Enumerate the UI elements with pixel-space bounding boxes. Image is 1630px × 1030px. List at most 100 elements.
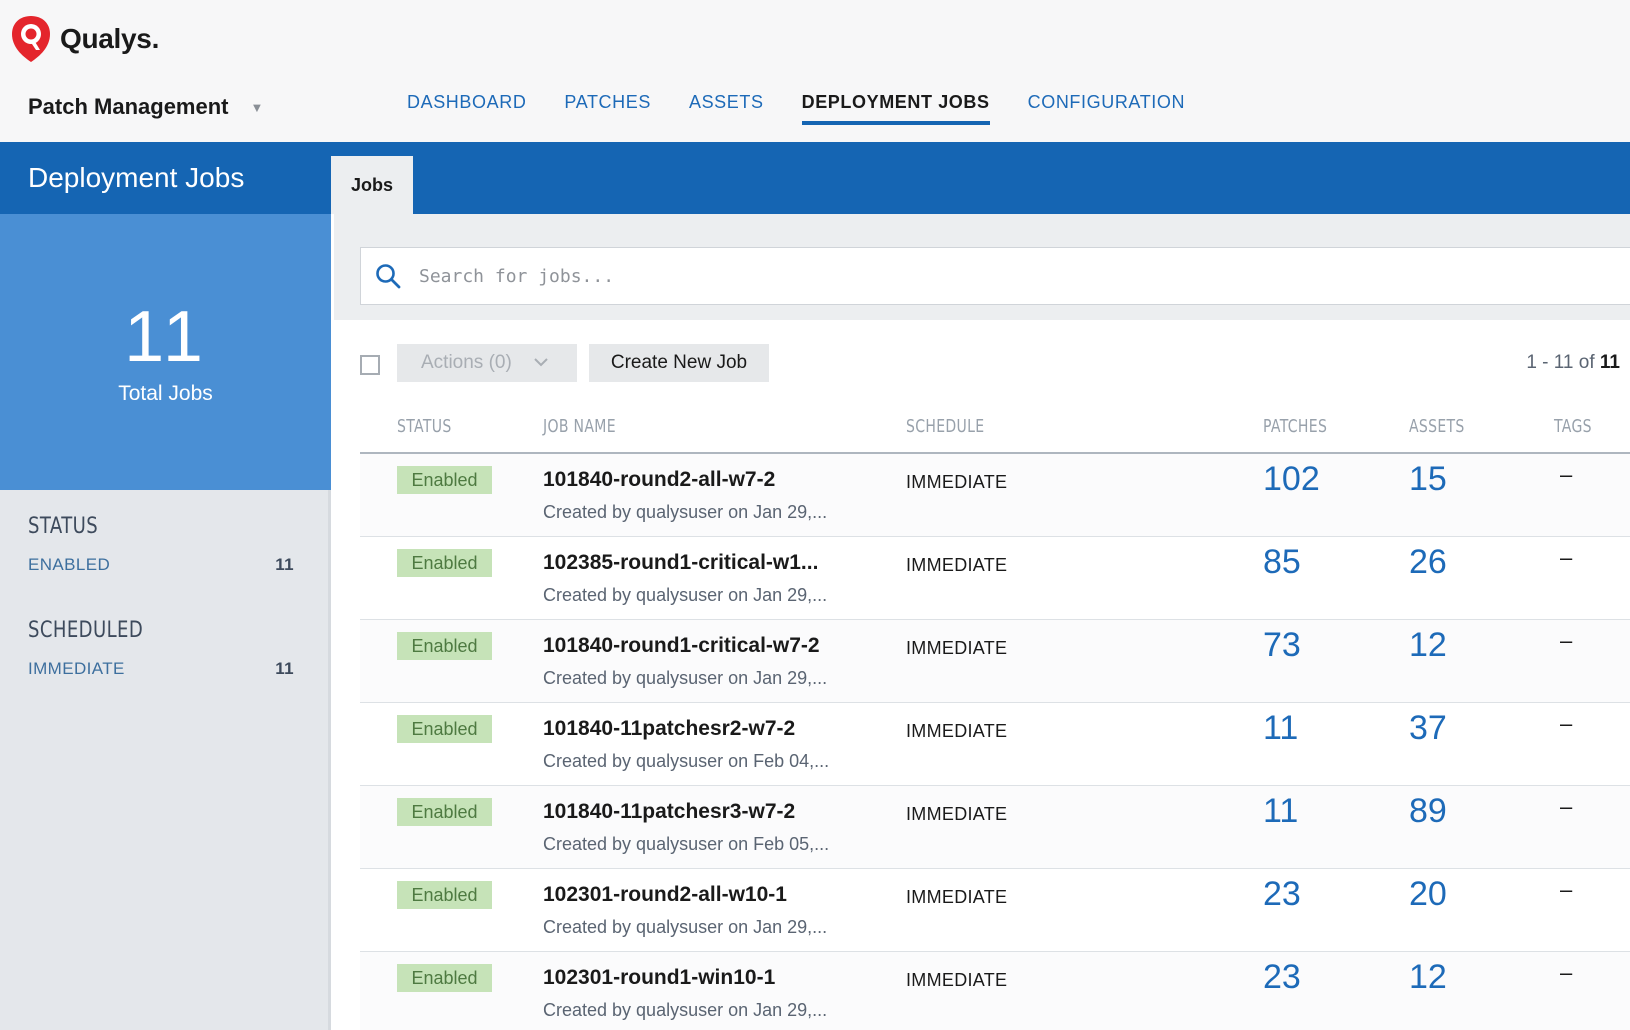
column-header-patches[interactable]: PATCHES	[1263, 416, 1328, 437]
job-schedule: IMMEDIATE	[906, 472, 1008, 492]
job-name-link[interactable]: 101840-11patchesr2-w7-2	[543, 717, 796, 740]
job-created-by: Created by qualysuser on Jan 29,...	[543, 917, 828, 937]
column-header-job-name[interactable]: JOB NAME	[543, 416, 616, 437]
table-header: STATUS JOB NAME SCHEDULE PATCHES ASSETS …	[360, 410, 1630, 454]
tab-jobs[interactable]: Jobs	[331, 156, 413, 214]
select-all-checkbox[interactable]	[360, 355, 380, 375]
total-jobs-card: 11 Total Jobs	[0, 214, 331, 490]
job-schedule: IMMEDIATE	[906, 804, 1008, 824]
job-created-by: Created by qualysuser on Jan 29,...	[543, 668, 828, 688]
job-name-link[interactable]: 102301-round2-all-w10-1	[543, 883, 787, 906]
main-content: Actions (0) Create New Job 1 - 11 of 11 …	[334, 214, 1630, 1030]
table-row[interactable]: Enabled 102301-round2-all-w10-1 Created …	[360, 869, 1630, 952]
job-tags: –	[1560, 462, 1573, 487]
job-created-by: Created by qualysuser on Feb 04,...	[543, 751, 830, 771]
table-row[interactable]: Enabled 102385-round1-critical-w1... Cre…	[360, 537, 1630, 620]
actions-dropdown[interactable]: Actions (0)	[397, 344, 577, 382]
job-patches-count[interactable]: 23	[1263, 958, 1301, 996]
caret-down-icon: ▼	[250, 99, 264, 115]
search-area	[334, 214, 1630, 320]
job-tags: –	[1560, 545, 1573, 570]
job-patches-count[interactable]: 23	[1263, 875, 1301, 913]
jobs-table: STATUS JOB NAME SCHEDULE PATCHES ASSETS …	[360, 410, 1630, 1030]
job-patches-count[interactable]: 11	[1263, 792, 1299, 830]
app-switcher[interactable]: Patch Management ▼	[28, 94, 263, 120]
pager-range: 1 - 11 of	[1526, 352, 1600, 373]
actions-label: Actions (0)	[421, 352, 512, 373]
table-row[interactable]: Enabled 101840-11patchesr3-w7-2 Created …	[360, 786, 1630, 869]
table-row[interactable]: Enabled 102301-round1-win10-1 Created by…	[360, 952, 1630, 1030]
filter-heading-status: STATUS	[28, 514, 99, 539]
job-assets-count[interactable]: 37	[1409, 709, 1447, 747]
status-badge: Enabled	[397, 632, 492, 660]
table-body: Enabled 101840-round2-all-w7-2 Created b…	[360, 454, 1630, 1030]
status-badge: Enabled	[397, 466, 492, 494]
filter-label: IMMEDIATE	[28, 659, 125, 678]
table-row[interactable]: Enabled 101840-11patchesr2-w7-2 Created …	[360, 703, 1630, 786]
filter-count: 11	[275, 659, 294, 678]
job-tags: –	[1560, 711, 1573, 736]
qualys-logo[interactable]: Qualys.	[10, 14, 159, 64]
column-header-assets[interactable]: ASSETS	[1409, 416, 1465, 437]
toolbar: Actions (0) Create New Job 1 - 11 of 11	[360, 344, 1630, 386]
job-tags: –	[1560, 794, 1573, 819]
nav-configuration[interactable]: CONFIGURATION	[1027, 92, 1186, 112]
job-assets-count[interactable]: 89	[1409, 792, 1447, 830]
job-created-by: Created by qualysuser on Jan 29,...	[543, 502, 828, 522]
job-schedule: IMMEDIATE	[906, 970, 1008, 990]
search-input[interactable]	[419, 265, 1519, 287]
status-badge: Enabled	[397, 715, 492, 743]
job-patches-count[interactable]: 73	[1263, 626, 1301, 664]
total-jobs-label: Total Jobs	[118, 382, 213, 405]
job-patches-count[interactable]: 85	[1263, 543, 1301, 581]
job-tags: –	[1560, 877, 1573, 902]
qualys-shield-icon	[12, 16, 50, 62]
column-header-schedule[interactable]: SCHEDULE	[906, 416, 985, 437]
filter-heading-scheduled: SCHEDULED	[28, 618, 144, 643]
nav-assets[interactable]: ASSETS	[688, 92, 764, 112]
filter-item-immediate[interactable]: IMMEDIATE 11	[28, 659, 294, 679]
job-assets-count[interactable]: 15	[1409, 460, 1447, 498]
app-name-label: Patch Management	[28, 94, 229, 119]
job-assets-count[interactable]: 20	[1409, 875, 1447, 913]
filter-label: ENABLED	[28, 555, 111, 574]
title-bar: Deployment Jobs Jobs	[0, 142, 1630, 214]
job-assets-count[interactable]: 12	[1409, 958, 1447, 996]
nav-dashboard[interactable]: DASHBOARD	[407, 92, 527, 112]
search-icon	[376, 264, 401, 289]
create-new-job-button[interactable]: Create New Job	[589, 344, 769, 382]
status-badge: Enabled	[397, 881, 492, 909]
job-schedule: IMMEDIATE	[906, 721, 1008, 741]
chevron-down-icon	[533, 344, 549, 396]
nav-deployment-jobs[interactable]: DEPLOYMENT JOBS	[801, 92, 990, 125]
job-name-link[interactable]: 101840-11patchesr3-w7-2	[543, 800, 796, 823]
job-patches-count[interactable]: 102	[1263, 460, 1320, 498]
pagination-info: 1 - 11 of 11	[1526, 344, 1620, 382]
nav-patches[interactable]: PATCHES	[564, 92, 651, 112]
column-header-tags[interactable]: TAGS	[1554, 416, 1592, 437]
pager-total: 11	[1599, 352, 1620, 373]
job-tags: –	[1560, 628, 1573, 653]
status-badge: Enabled	[397, 964, 492, 992]
table-row[interactable]: Enabled 101840-round1-critical-w7-2 Crea…	[360, 620, 1630, 703]
filter-count: 11	[275, 555, 294, 574]
job-name-link[interactable]: 102385-round1-critical-w1...	[543, 551, 819, 574]
job-created-by: Created by qualysuser on Feb 05,...	[543, 834, 830, 854]
column-header-status[interactable]: STATUS	[397, 416, 452, 437]
job-created-by: Created by qualysuser on Jan 29,...	[543, 1000, 828, 1020]
main-nav: DASHBOARD PATCHES ASSETS DEPLOYMENT JOBS…	[407, 92, 1223, 125]
job-assets-count[interactable]: 12	[1409, 626, 1447, 664]
job-name-link[interactable]: 101840-round1-critical-w7-2	[543, 634, 820, 657]
table-row[interactable]: Enabled 101840-round2-all-w7-2 Created b…	[360, 454, 1630, 537]
job-patches-count[interactable]: 11	[1263, 709, 1299, 747]
status-badge: Enabled	[397, 549, 492, 577]
top-header: Qualys. Patch Management ▼ DASHBOARD PAT…	[0, 0, 1630, 142]
filter-item-enabled[interactable]: ENABLED 11	[28, 555, 294, 575]
filter-group-scheduled: SCHEDULED IMMEDIATE 11	[28, 618, 294, 679]
job-name-link[interactable]: 101840-round2-all-w7-2	[543, 468, 776, 491]
brand-name: Qualys.	[60, 23, 160, 54]
job-assets-count[interactable]: 26	[1409, 543, 1447, 581]
job-name-link[interactable]: 102301-round1-win10-1	[543, 966, 776, 989]
page-title: Deployment Jobs	[0, 142, 331, 214]
job-created-by: Created by qualysuser on Jan 29,...	[543, 585, 828, 605]
